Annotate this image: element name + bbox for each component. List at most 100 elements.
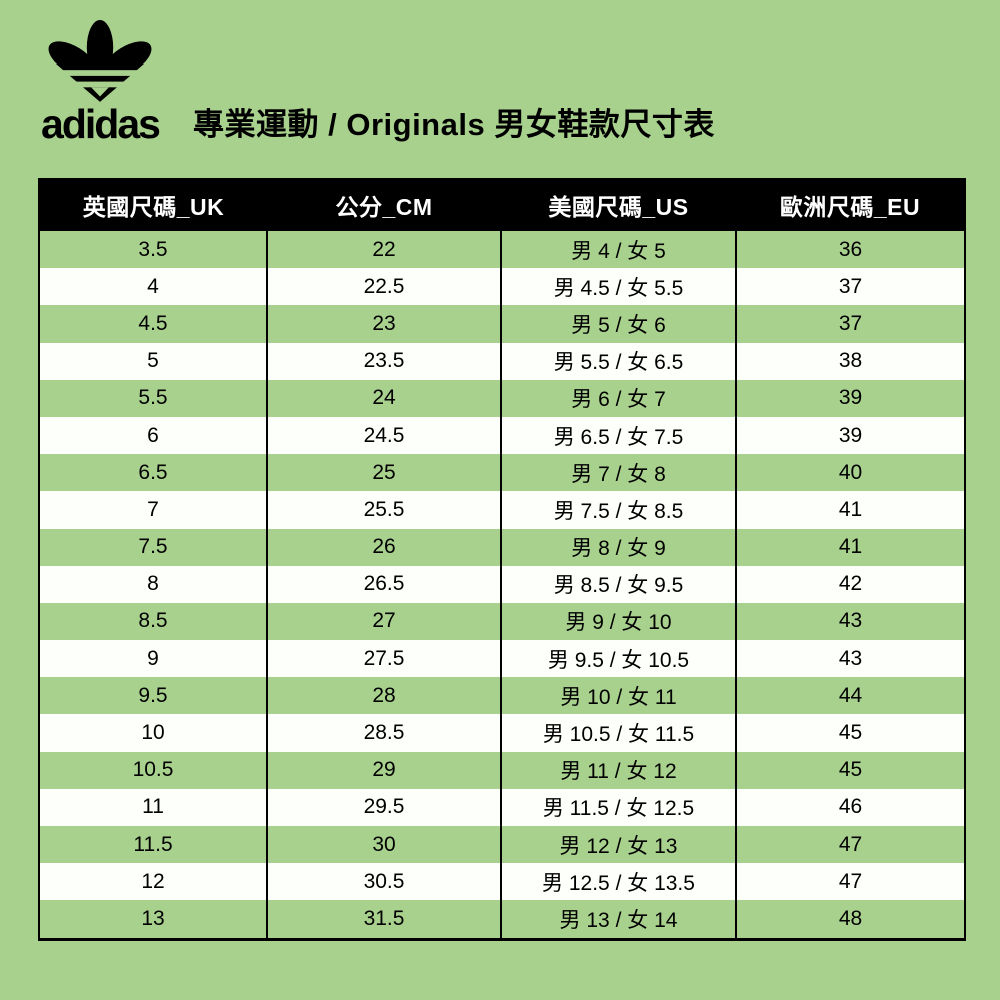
cell-uk: 4 (39, 268, 267, 306)
cell-cm: 30 (266, 826, 501, 864)
size-table-header: 英國尺碼_UK 公分_CM 美國尺碼_US 歐洲尺碼_EU (39, 178, 965, 231)
cell-us: 男 9.5 / 女 10.5 (500, 640, 736, 678)
cell-us: 男 9 / 女 10 (500, 602, 736, 641)
cell-cm: 31.5 (266, 900, 501, 940)
table-row: 8 26.5 男 8.5 / 女 9.5 42 (39, 565, 965, 603)
cell-us: 男 8 / 女 9 (500, 528, 736, 566)
table-row: 6 24.5 男 6.5 / 女 7.5 39 (39, 416, 965, 455)
cell-uk: 6.5 (39, 454, 267, 492)
page-title: 專業運動 / Originals 男女鞋款尺寸表 (193, 107, 715, 142)
cell-eu: 43 (735, 640, 965, 678)
size-table: 英國尺碼_UK 公分_CM 美國尺碼_US 歐洲尺碼_EU 3.5 22 男 4… (38, 178, 966, 941)
adidas-wordmark: adidas (41, 101, 161, 147)
cell-eu: 37 (735, 305, 965, 343)
cell-cm: 23.5 (266, 342, 501, 380)
cell-eu: 36 (735, 231, 965, 269)
cell-us: 男 6.5 / 女 7.5 (500, 416, 736, 455)
cell-uk: 7 (39, 491, 267, 529)
cell-uk: 11 (39, 788, 267, 826)
cell-eu: 37 (735, 268, 965, 306)
cell-cm: 25 (266, 454, 501, 492)
cell-uk: 10.5 (39, 751, 267, 789)
cell-uk: 13 (39, 900, 267, 940)
cell-cm: 22 (266, 231, 501, 269)
column-header-eu: 歐洲尺碼_EU (736, 178, 965, 231)
cell-uk: 11.5 (39, 826, 267, 864)
cell-eu: 44 (735, 677, 965, 715)
cell-cm: 29.5 (266, 788, 501, 826)
cell-us: 男 7.5 / 女 8.5 (500, 491, 736, 529)
cell-cm: 22.5 (266, 268, 501, 306)
cell-uk: 3.5 (39, 231, 267, 269)
cell-cm: 28.5 (266, 714, 501, 752)
cell-eu: 40 (735, 454, 965, 492)
adidas-logo: adidas (36, 20, 164, 145)
cell-uk: 5 (39, 342, 267, 380)
cell-cm: 26.5 (266, 565, 501, 603)
table-row: 13 31.5 男 13 / 女 14 48 (39, 900, 965, 940)
cell-eu: 48 (735, 900, 965, 940)
cell-cm: 29 (266, 751, 501, 789)
table-row: 5 23.5 男 5.5 / 女 6.5 38 (39, 342, 965, 380)
cell-uk: 4.5 (39, 305, 267, 343)
cell-us: 男 10 / 女 11 (500, 677, 736, 715)
cell-us: 男 11 / 女 12 (500, 751, 736, 789)
cell-eu: 41 (735, 491, 965, 529)
cell-eu: 38 (735, 342, 965, 380)
cell-cm: 24 (266, 379, 501, 417)
table-row: 3.5 22 男 4 / 女 5 36 (39, 231, 965, 269)
adidas-trefoil-icon (47, 20, 153, 102)
cell-uk: 9 (39, 640, 267, 678)
table-row: 12 30.5 男 12.5 / 女 13.5 47 (39, 863, 965, 901)
cell-eu: 39 (735, 416, 965, 455)
cell-us: 男 13 / 女 14 (500, 900, 736, 940)
cell-eu: 46 (735, 788, 965, 826)
cell-us: 男 10.5 / 女 11.5 (500, 714, 736, 752)
table-row: 11.5 30 男 12 / 女 13 47 (39, 826, 965, 864)
cell-eu: 47 (735, 826, 965, 864)
cell-us: 男 12 / 女 13 (500, 826, 736, 864)
cell-uk: 10 (39, 714, 267, 752)
cell-eu: 45 (735, 751, 965, 789)
cell-cm: 23 (266, 305, 501, 343)
table-row: 9 27.5 男 9.5 / 女 10.5 43 (39, 640, 965, 678)
cell-us: 男 4.5 / 女 5.5 (500, 268, 736, 306)
table-row: 4 22.5 男 4.5 / 女 5.5 37 (39, 268, 965, 306)
column-header-cm: 公分_CM (267, 178, 501, 231)
cell-cm: 28 (266, 677, 501, 715)
table-row: 11 29.5 男 11.5 / 女 12.5 46 (39, 788, 965, 826)
cell-us: 男 6 / 女 7 (500, 379, 736, 417)
cell-eu: 43 (735, 602, 965, 641)
cell-eu: 45 (735, 714, 965, 752)
cell-uk: 7.5 (39, 528, 267, 566)
cell-eu: 47 (735, 863, 965, 901)
table-row: 9.5 28 男 10 / 女 11 44 (39, 677, 965, 715)
cell-us: 男 7 / 女 8 (500, 454, 736, 492)
table-row: 4.5 23 男 5 / 女 6 37 (39, 305, 965, 343)
table-row: 7 25.5 男 7.5 / 女 8.5 41 (39, 491, 965, 529)
table-row: 8.5 27 男 9 / 女 10 43 (39, 602, 965, 641)
cell-us: 男 8.5 / 女 9.5 (500, 565, 736, 603)
table-row: 10 28.5 男 10.5 / 女 11.5 45 (39, 714, 965, 752)
cell-us: 男 5.5 / 女 6.5 (500, 342, 736, 380)
table-row: 7.5 26 男 8 / 女 9 41 (39, 528, 965, 566)
cell-cm: 26 (266, 528, 501, 566)
cell-eu: 41 (735, 528, 965, 566)
header-row: 英國尺碼_UK 公分_CM 美國尺碼_US 歐洲尺碼_EU (39, 178, 965, 231)
cell-us: 男 11.5 / 女 12.5 (500, 788, 736, 826)
cell-uk: 12 (39, 863, 267, 901)
cell-eu: 39 (735, 379, 965, 417)
cell-uk: 5.5 (39, 379, 267, 417)
cell-us: 男 5 / 女 6 (500, 305, 736, 343)
cell-eu: 42 (735, 565, 965, 603)
cell-us: 男 12.5 / 女 13.5 (500, 863, 736, 901)
table-row: 5.5 24 男 6 / 女 7 39 (39, 379, 965, 417)
cell-cm: 30.5 (266, 863, 501, 901)
cell-cm: 24.5 (266, 416, 501, 455)
size-table-body: 3.5 22 男 4 / 女 5 36 4 22.5 男 4.5 / 女 5.5… (39, 231, 965, 940)
cell-uk: 9.5 (39, 677, 267, 715)
cell-uk: 8 (39, 565, 267, 603)
cell-cm: 25.5 (266, 491, 501, 529)
cell-cm: 27 (266, 602, 501, 641)
